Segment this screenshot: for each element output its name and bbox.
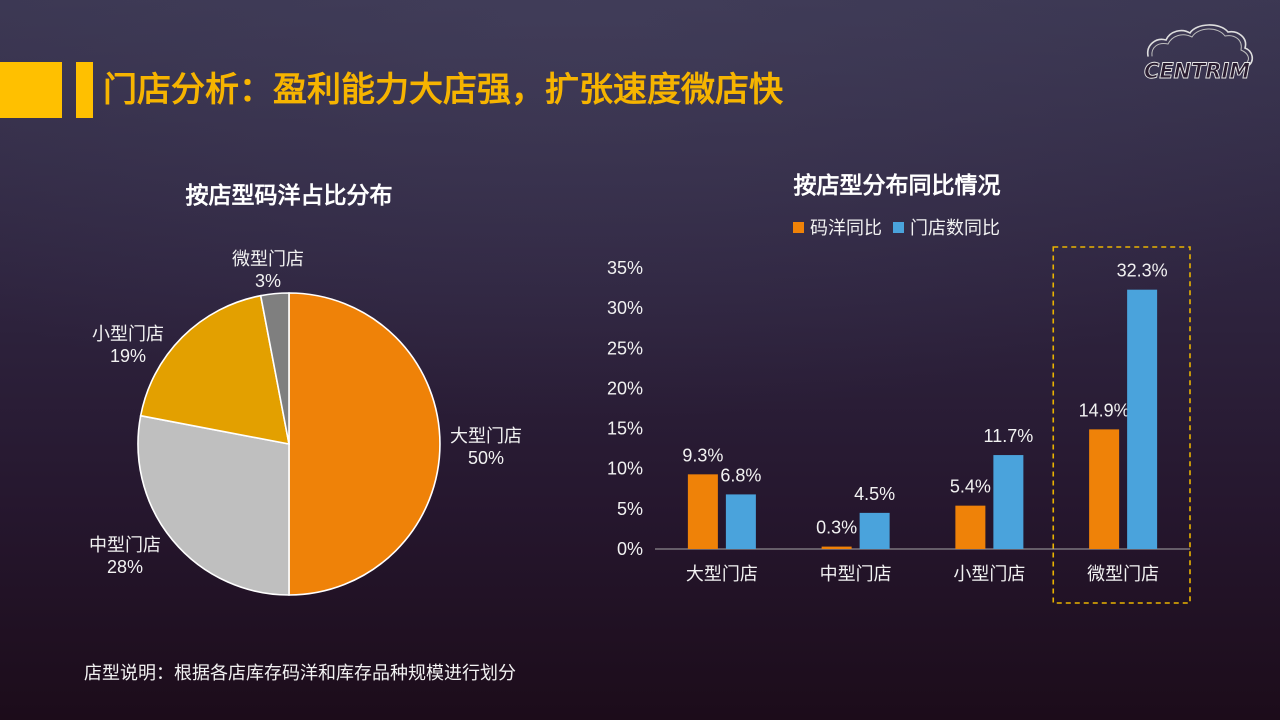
bar-data-label: 5.4%: [950, 477, 991, 497]
bar-chart-title: 按店型分布同比情况: [793, 172, 1001, 198]
pie-value-label: 3%: [255, 271, 281, 291]
bar: [1127, 289, 1158, 549]
bar-data-label: 4.5%: [854, 484, 895, 504]
pie-slice: [288, 292, 441, 596]
bar: [859, 512, 890, 549]
y-tick-label: 10%: [607, 459, 643, 479]
centrim-logo: CENTRIM: [1144, 24, 1254, 83]
title-accent-block: [0, 62, 62, 118]
x-tick-label: 微型门店: [1087, 564, 1159, 584]
bar-data-label: 11.7%: [984, 426, 1034, 446]
legend-label-yardage: 码洋同比: [810, 218, 882, 238]
cloud-inner-icon: [1151, 28, 1249, 64]
highlight-box: [1052, 246, 1191, 604]
bar: [725, 494, 756, 549]
bar-data-label: 9.3%: [682, 445, 723, 465]
pie-category-label: 大型门店: [450, 426, 522, 446]
bar-data-label: 0.3%: [816, 518, 857, 538]
y-tick-label: 20%: [607, 378, 643, 398]
legend-swatch-store-count: [893, 222, 904, 233]
bar-chart: 0% 5% 10% 15% 20% 25% 30% 35% 大型门店 9.3%6.8% 中型门店 0.…: [607, 246, 1191, 604]
pie-chart-title: 按店型码洋占比分布: [185, 182, 393, 208]
x-tick-label: 大型门店: [686, 564, 758, 584]
title-accent-bar: [76, 62, 93, 118]
pie-slice: [259, 292, 290, 445]
bar: [1089, 429, 1120, 549]
pie-value-label: 50%: [468, 448, 504, 468]
x-tick-label: 中型门店: [820, 564, 892, 584]
x-tick-label: 小型门店: [953, 564, 1025, 584]
y-tick-label: 25%: [607, 338, 643, 358]
legend-label-store-count: 门店数同比: [910, 218, 1000, 238]
pie-value-label: 19%: [110, 346, 146, 366]
bar-data-label: 32.3%: [1117, 261, 1168, 281]
bar: [993, 455, 1024, 549]
slide-title: 门店分析：盈利能力大店强，扩张速度微店快: [103, 71, 783, 109]
y-tick-label: 35%: [607, 258, 643, 278]
pie-slice: [139, 294, 291, 446]
footnote: 店型说明：根据各店库存码洋和库存品种规模进行划分: [84, 663, 516, 683]
y-tick-label: 30%: [607, 298, 643, 318]
bar-data-label: 14.9%: [1079, 400, 1130, 420]
bar: [821, 546, 852, 549]
bar-data-label: 6.8%: [720, 465, 761, 485]
pie-slice: [137, 414, 290, 596]
pie-category-label: 小型门店: [92, 324, 164, 344]
y-tick-label: 0%: [617, 539, 643, 559]
pie-value-label: 28%: [107, 557, 143, 577]
pie-category-label: 中型门店: [89, 535, 161, 555]
pie-category-label: 微型门店: [232, 249, 304, 269]
y-tick-label: 15%: [607, 419, 643, 439]
logo-text: CENTRIM: [1144, 59, 1250, 83]
bar: [687, 474, 718, 549]
y-tick-label: 5%: [617, 499, 643, 519]
legend-swatch-yardage: [793, 222, 804, 233]
cloud-icon: [1146, 24, 1254, 67]
bar: [955, 505, 986, 549]
